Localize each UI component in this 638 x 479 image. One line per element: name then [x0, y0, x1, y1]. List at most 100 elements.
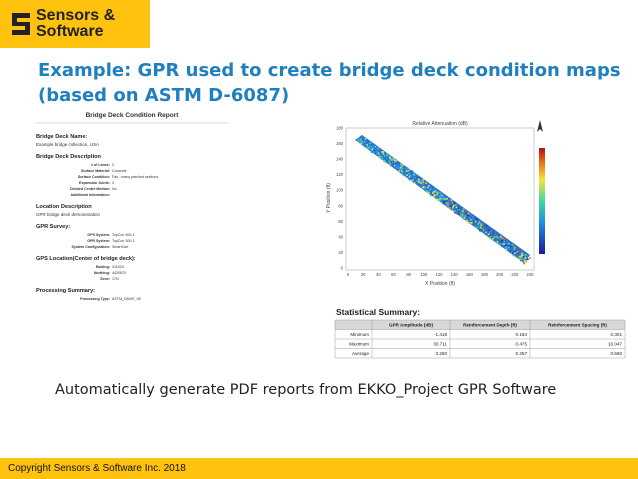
heat-cell	[399, 167, 402, 170]
heat-cell	[360, 141, 363, 143]
heat-cell	[377, 156, 380, 159]
heat-cell	[489, 234, 491, 236]
heat-cell	[504, 244, 507, 246]
heat-cell	[442, 198, 445, 201]
x-tick-label: 200	[496, 272, 504, 277]
heat-cell	[422, 179, 425, 181]
heat-cell	[405, 174, 407, 177]
heat-cell	[479, 226, 482, 229]
heat-cell	[460, 209, 463, 212]
heat-cell	[468, 222, 471, 224]
heat-cell	[364, 138, 367, 140]
section-title: Bridge Deck Description	[36, 154, 102, 160]
heat-cell	[382, 153, 385, 155]
heat-cell	[521, 252, 524, 254]
heat-cell	[505, 240, 508, 243]
heat-cell	[439, 197, 442, 200]
heat-cell	[362, 144, 365, 147]
heat-cell	[470, 213, 472, 216]
heat-cell	[520, 258, 523, 260]
heat-cell	[526, 258, 528, 260]
heat-cell	[438, 191, 440, 194]
heat-cell	[393, 157, 396, 160]
slide-title: Example: GPR used to create bridge deck …	[38, 60, 621, 106]
heat-cell	[512, 254, 515, 257]
heat-cell	[376, 151, 379, 153]
heat-cell	[492, 238, 494, 240]
heat-cell	[383, 158, 385, 161]
heat-cell	[503, 240, 506, 243]
heat-cell	[520, 257, 523, 259]
heat-cell	[474, 225, 476, 228]
heat-cell	[431, 192, 434, 194]
heat-cell	[381, 152, 384, 155]
heat-cell	[402, 173, 404, 175]
report-preview: Bridge Deck Condition Report Bridge Deck …	[33, 108, 231, 336]
heat-cell	[391, 157, 394, 160]
heat-cell	[406, 167, 409, 169]
table-header: GPR Amplitude (dB)	[389, 323, 433, 328]
body-text: Automatically generate PDF reports from …	[55, 382, 557, 398]
heat-cell	[440, 195, 442, 197]
heat-cell	[451, 201, 454, 203]
heat-cell	[422, 186, 424, 189]
heat-cell	[510, 252, 512, 254]
field-label: System Configuration:	[71, 245, 110, 249]
heat-cell	[402, 165, 404, 168]
heat-cell	[478, 220, 481, 223]
heat-cell	[443, 197, 446, 199]
heat-cell	[494, 233, 497, 235]
heat-cell	[437, 198, 440, 201]
heat-cell	[480, 223, 482, 226]
heat-cell	[487, 229, 490, 231]
heat-cell	[404, 171, 406, 174]
section-note: GPR bridge deck demonstration	[36, 212, 101, 217]
heat-cell	[456, 212, 459, 215]
heat-cell	[449, 207, 452, 210]
x-tick-label: 20	[361, 272, 366, 277]
field-value: TopCon 300-1	[112, 233, 135, 237]
heat-cell	[500, 239, 503, 242]
heat-cell	[389, 165, 392, 167]
field-value: Fair - many patched sections	[112, 175, 158, 179]
heat-cell	[393, 158, 395, 161]
heat-cell	[521, 254, 524, 257]
heat-cell	[467, 212, 470, 215]
field-value: Concrete	[112, 169, 127, 173]
north-arrow	[537, 120, 543, 132]
heat-cell	[457, 210, 460, 212]
heat-cell	[371, 149, 373, 151]
heat-cell	[432, 190, 435, 193]
heat-cell	[504, 246, 507, 249]
heat-cell	[451, 202, 454, 205]
table-header: Reinforcement Spacing (ft)	[548, 323, 607, 328]
x-tick-label: 40	[376, 272, 381, 277]
heat-cell	[442, 200, 445, 202]
heat-cell	[437, 195, 439, 197]
heat-cell	[457, 207, 460, 210]
row-label: Minimum	[350, 332, 369, 337]
heat-cell	[519, 259, 522, 262]
heat-cell	[425, 182, 427, 184]
field-label: Divided Center Median:	[70, 187, 110, 191]
heat-cell	[455, 203, 457, 206]
heat-cell	[453, 210, 456, 213]
heat-cell	[364, 141, 367, 144]
heat-cell	[527, 258, 529, 261]
y-tick-label: 40	[338, 234, 343, 239]
heat-cell	[464, 216, 467, 219]
heat-cell	[359, 140, 361, 142]
heat-cell	[400, 166, 403, 168]
heat-cell	[520, 254, 523, 257]
heat-cell	[501, 243, 504, 245]
heat-cell	[455, 206, 458, 209]
table-header: Reinforcement Depth (ft)	[463, 323, 517, 328]
heat-cell	[519, 258, 522, 261]
heat-cell	[500, 235, 502, 238]
field-value: No	[112, 187, 117, 191]
heat-cell	[496, 242, 499, 244]
field-label: Northing:	[94, 271, 110, 275]
heat-cell	[477, 223, 479, 225]
heat-cell	[405, 170, 408, 172]
heat-cell	[359, 141, 361, 143]
